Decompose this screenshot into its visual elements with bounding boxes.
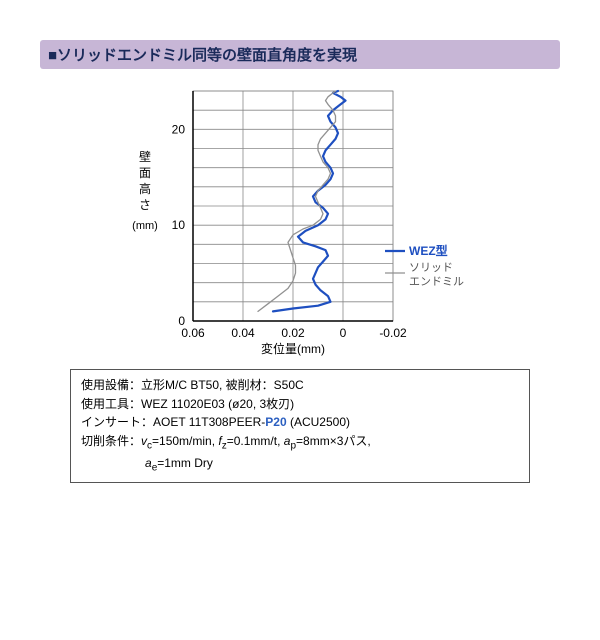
c4a: 切削条件：: [81, 434, 141, 448]
conditions-box: 使用設備：立形M/C BT50, 被削材：S50C 使用工具：WEZ 11020…: [70, 369, 530, 483]
svg-text:さ: さ: [139, 198, 151, 212]
svg-text:0.06: 0.06: [181, 326, 205, 340]
svg-text:0: 0: [178, 314, 185, 328]
c5a: a: [145, 456, 152, 470]
svg-text:変位量(mm): 変位量(mm): [261, 341, 325, 356]
svg-text:0: 0: [340, 326, 347, 340]
svg-text:0.02: 0.02: [281, 326, 305, 340]
svg-text:-0.02: -0.02: [379, 326, 407, 340]
cond3-b: P20: [265, 415, 286, 429]
svg-text:WEZ型: WEZ型: [409, 243, 448, 258]
c5c: =1mm Dry: [157, 456, 213, 470]
svg-text:10: 10: [172, 218, 186, 232]
cond3-a: インサート：AOET 11T308PEER-: [81, 415, 265, 429]
section-title: ■ソリッドエンドミル同等の壁面直角度を実現: [40, 40, 560, 69]
svg-text:壁: 壁: [139, 149, 151, 164]
svg-text:ソリッド: ソリッド: [409, 262, 453, 274]
svg-text:面: 面: [139, 166, 151, 180]
svg-text:高: 高: [139, 181, 151, 196]
cond-line-3: インサート：AOET 11T308PEER-P20 (ACU2500): [81, 413, 519, 432]
cond-line-2: 使用工具：WEZ 11020E03 (ø20, 3枚刃): [81, 395, 519, 414]
svg-text:20: 20: [172, 122, 186, 136]
cond-line-4: 切削条件：vc=150m/min, fz=0.1mm/t, ap=8mm×3パス…: [81, 432, 519, 454]
c4d: =150m/min,: [152, 434, 218, 448]
chart-svg: 0.06 0.04 0.02 0 -0.02 変位量(mm) 0 10 20 壁面高さ (mm) WE…: [115, 81, 485, 361]
svg-text:エンドミル: エンドミル: [409, 276, 464, 288]
cond-line-1: 使用設備：立形M/C BT50, 被削材：S50C: [81, 376, 519, 395]
svg-text:(mm): (mm): [132, 220, 158, 232]
cond3-c: (ACU2500): [287, 415, 350, 429]
svg-text:0.04: 0.04: [231, 326, 255, 340]
c4j: =8mm×3パス,: [296, 434, 371, 448]
cond-line-5: ae=1mm Dry: [81, 454, 519, 476]
displacement-chart: 0.06 0.04 0.02 0 -0.02 変位量(mm) 0 10 20 壁面高さ (mm) WE…: [115, 81, 485, 361]
c4g: =0.1mm/t,: [227, 434, 284, 448]
